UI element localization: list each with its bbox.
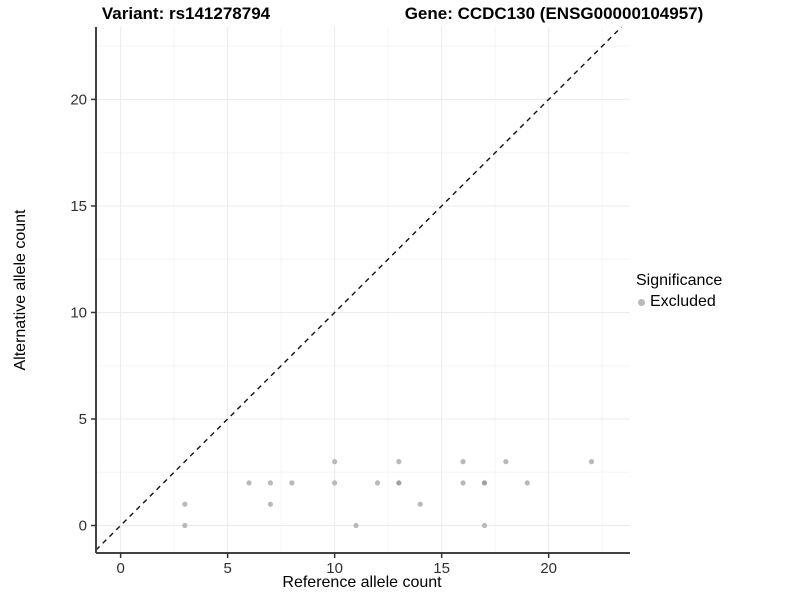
x-axis-title: Reference allele count (282, 574, 442, 591)
data-point (267, 501, 274, 507)
data-point (396, 459, 402, 465)
plot-title-variant: Variant: rs141278794 (101, 4, 271, 23)
data-point (481, 480, 488, 486)
x-tick-label: 10 (326, 560, 343, 577)
y-tick-label: 20 (70, 91, 87, 108)
y-tick-label: 15 (70, 198, 87, 215)
data-point (182, 522, 188, 529)
data-point (460, 480, 466, 486)
data-point (267, 480, 274, 486)
data-point (332, 480, 338, 486)
data-point (289, 480, 295, 486)
identity-line (95, 26, 622, 551)
data-point (396, 480, 402, 486)
y-tick-label: 0 (79, 518, 87, 535)
y-tick-label: 10 (70, 304, 87, 321)
x-tick-label: 5 (223, 560, 231, 577)
data-point (246, 480, 252, 486)
data-point (481, 522, 488, 529)
legend-item-label: Excluded (650, 293, 716, 310)
data-point (524, 480, 530, 486)
x-tick-label: 20 (540, 560, 557, 577)
data-point (503, 459, 509, 465)
legend-point-icon (638, 298, 645, 306)
x-tick-label: 15 (433, 560, 450, 577)
legend-title: Significance (636, 272, 723, 289)
data-point (332, 459, 338, 465)
data-point (417, 501, 423, 507)
legend-item-excluded: Excluded (638, 293, 722, 311)
data-point (182, 501, 188, 507)
y-tick-label: 5 (79, 411, 87, 428)
data-point (374, 480, 381, 486)
legend: Significance Excluded (636, 272, 722, 311)
y-axis-title: Alternative allele count (12, 209, 29, 371)
data-point (588, 459, 595, 465)
x-tick-label: 0 (116, 560, 124, 577)
data-point (353, 522, 359, 529)
plot-title-gene: Gene: CCDC130 (ENSG00000104957) (404, 4, 704, 23)
data-point (460, 459, 466, 465)
